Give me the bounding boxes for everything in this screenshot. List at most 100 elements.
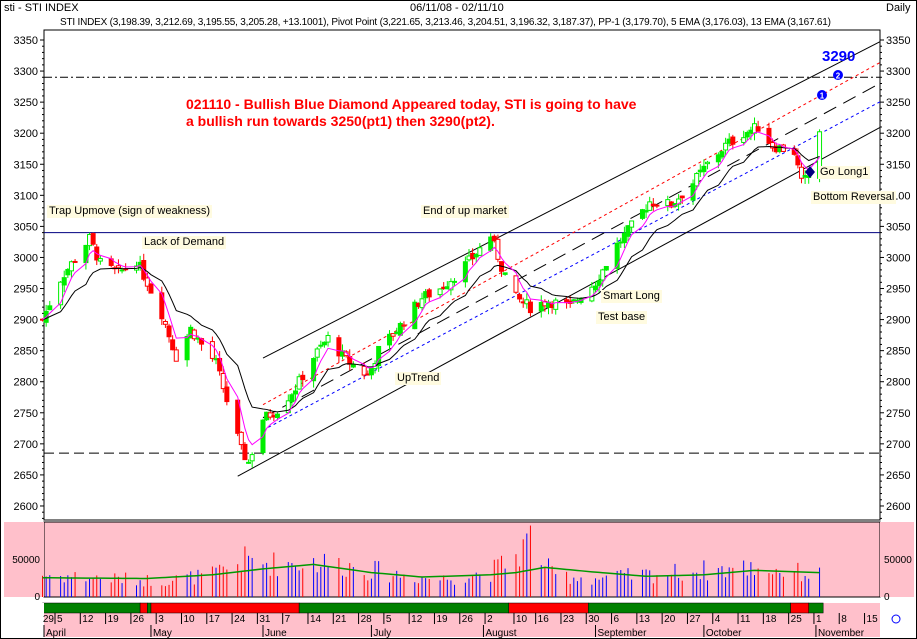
- x-day-label: 10: [516, 614, 528, 625]
- y-tick-label: 3250: [886, 97, 910, 109]
- candle-body: [614, 242, 620, 269]
- candle-body: [517, 294, 523, 300]
- candle-body: [97, 258, 103, 262]
- date-axis-left-blank: [4, 603, 44, 637]
- target-marker-label: 2: [836, 72, 841, 81]
- annotation-uptrend: UpTrend: [395, 372, 442, 385]
- note-line-2: a bullish run towards 3250(pt1) then 329…: [186, 113, 495, 129]
- candle-body: [694, 173, 700, 187]
- candle-body: [401, 324, 407, 327]
- note-line-1: 021110 - Bullish Blue Diamond Appeared t…: [186, 96, 637, 112]
- x-day-label: 15: [867, 614, 879, 625]
- annotation-test-base: Test base: [596, 311, 648, 324]
- candle-body: [426, 289, 432, 298]
- candle-body: [376, 345, 382, 367]
- x-day-label: 17: [209, 614, 221, 625]
- candle-body: [115, 265, 121, 269]
- candle-body: [238, 431, 244, 446]
- x-day-label: 25: [791, 614, 803, 625]
- x-day-label: 11: [740, 614, 751, 625]
- candle-body: [730, 136, 736, 145]
- candle-body: [65, 268, 71, 276]
- signal-strip-segment: [508, 602, 589, 614]
- x-month-label: May: [153, 628, 172, 639]
- candle-body: [795, 155, 801, 166]
- x-day-label: 24: [234, 614, 246, 625]
- x-day-label: 13: [639, 614, 651, 625]
- y-tick-label: 2950: [886, 284, 910, 296]
- target-label: 3290: [822, 48, 856, 65]
- candle-body: [72, 260, 78, 263]
- candle-body: [173, 349, 179, 362]
- candle-body: [723, 142, 729, 151]
- candle-body: [68, 261, 74, 272]
- candle-body: [719, 151, 725, 158]
- volume-tick-label: 50000: [884, 555, 912, 566]
- x-day-label: 12: [82, 614, 94, 625]
- candle-body: [336, 337, 342, 357]
- candle-body: [419, 298, 425, 309]
- y-tick-label: 3000: [886, 252, 910, 264]
- candle-body: [603, 265, 609, 271]
- x-day-label: 2: [487, 614, 493, 625]
- candle-body: [621, 232, 627, 244]
- signal-strip-segment: [588, 602, 791, 614]
- candle-body: [798, 166, 804, 179]
- ema13-line: [42, 146, 820, 413]
- candle-body: [274, 413, 280, 419]
- x-day-label: 3: [158, 614, 164, 625]
- candle-body: [361, 365, 367, 376]
- candle-body: [553, 299, 559, 310]
- candle-body: [321, 341, 327, 346]
- candle-body: [679, 195, 685, 199]
- x-month-label: August: [485, 628, 516, 639]
- x-day-label: 19: [108, 614, 120, 625]
- target-marker-pt1: [817, 90, 827, 100]
- candle-body: [119, 269, 125, 272]
- candle-body: [191, 329, 197, 340]
- y-tick-label: 2750: [886, 408, 910, 420]
- y-tick-label: 2600: [14, 501, 38, 513]
- signal-strip-segment: [147, 602, 152, 614]
- candle-body: [390, 333, 396, 337]
- annotation-bottom-reversal: Bottom Reversal: [811, 191, 897, 204]
- y-tick-label: 3200: [886, 128, 910, 140]
- candle-body: [209, 341, 215, 359]
- y-tick-label: 2800: [14, 377, 38, 389]
- candle-body: [47, 305, 53, 311]
- candle-body: [220, 373, 226, 390]
- signal-strip-segment: [298, 602, 509, 614]
- y-tick-label: 2850: [886, 346, 910, 358]
- candle-body: [701, 165, 707, 173]
- volume-tick-label: 0: [34, 592, 40, 603]
- candle-body: [90, 233, 96, 245]
- y-tick-label: 3350: [14, 35, 38, 47]
- x-day-label: 30: [588, 614, 600, 625]
- candle-body: [744, 132, 750, 138]
- candle-body: [538, 302, 544, 312]
- annotation-lack-of-demand: Lack of Demand: [142, 236, 227, 249]
- candle-body: [296, 376, 302, 390]
- candle-body: [592, 285, 598, 291]
- candle-body: [162, 321, 168, 325]
- candle-body: [770, 142, 776, 149]
- y-tick-label: 2600: [886, 501, 910, 513]
- annotation-smart-long: Smart Long: [601, 290, 662, 303]
- candle-body: [629, 220, 635, 228]
- candle-body: [144, 277, 150, 287]
- x-month-label: October: [706, 628, 742, 639]
- candle-body: [58, 281, 64, 306]
- period-label[interactable]: Daily: [886, 2, 911, 14]
- candle-body: [477, 247, 483, 256]
- x-day-label: 21: [335, 614, 347, 625]
- x-month-label: April: [46, 628, 66, 639]
- y-tick-label: 3050: [14, 221, 38, 233]
- candle-body: [224, 386, 230, 403]
- x-day-label: 12: [411, 614, 423, 625]
- candle-body: [643, 210, 649, 213]
- ema5-line: [42, 131, 820, 446]
- candle-body: [705, 161, 711, 165]
- y-tick-label: 3000: [14, 252, 38, 264]
- candle-body: [235, 399, 241, 434]
